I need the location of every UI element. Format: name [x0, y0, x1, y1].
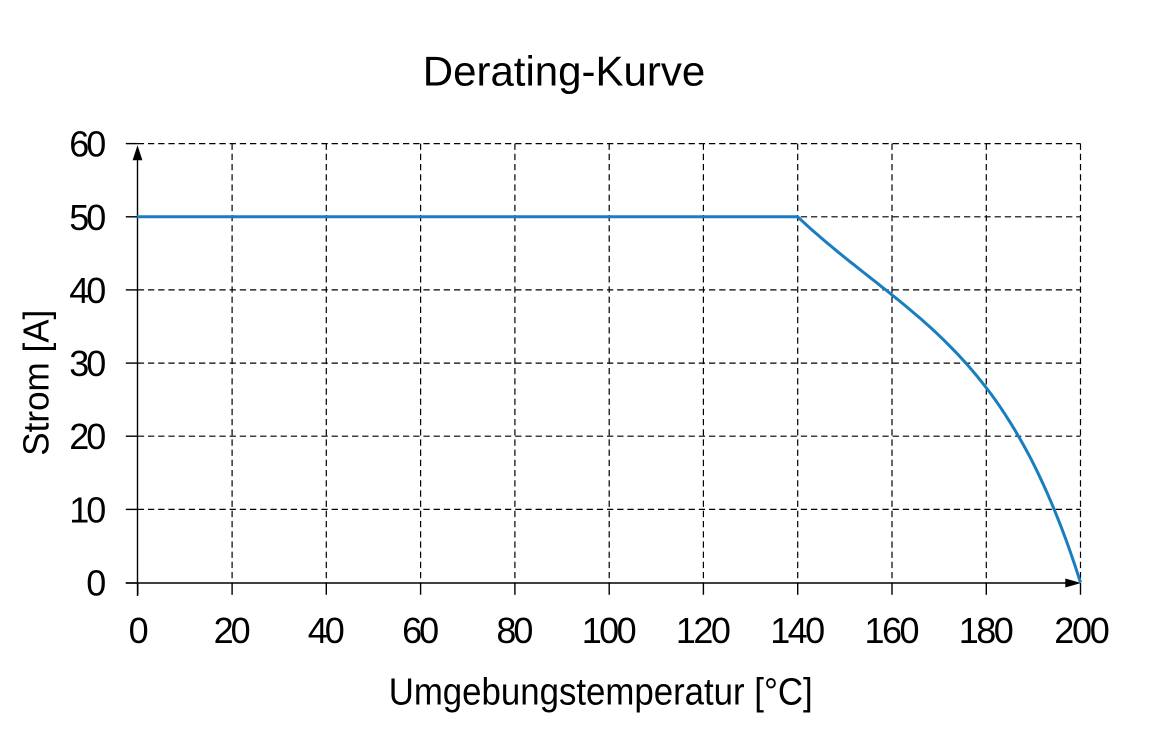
svg-text:30: 30: [69, 343, 106, 384]
svg-text:100: 100: [582, 610, 637, 651]
svg-text:120: 120: [676, 610, 731, 651]
svg-text:10: 10: [69, 489, 106, 530]
svg-text:160: 160: [865, 610, 920, 651]
svg-text:Umgebungstemperatur [°C]: Umgebungstemperatur [°C]: [389, 672, 813, 714]
svg-text:40: 40: [308, 610, 345, 651]
svg-text:180: 180: [959, 610, 1014, 651]
svg-text:60: 60: [69, 124, 106, 165]
svg-text:Derating-Kurve: Derating-Kurve: [423, 47, 705, 94]
svg-text:50: 50: [69, 197, 106, 238]
svg-text:0: 0: [86, 563, 106, 604]
svg-text:80: 80: [496, 610, 533, 651]
svg-text:0: 0: [129, 610, 149, 651]
svg-text:40: 40: [69, 270, 106, 311]
svg-text:20: 20: [69, 416, 106, 457]
svg-text:60: 60: [402, 610, 439, 651]
svg-text:200: 200: [1054, 610, 1110, 651]
svg-text:140: 140: [770, 610, 825, 651]
svg-text:20: 20: [214, 610, 251, 651]
svg-text:Strom [A]: Strom [A]: [16, 310, 57, 456]
